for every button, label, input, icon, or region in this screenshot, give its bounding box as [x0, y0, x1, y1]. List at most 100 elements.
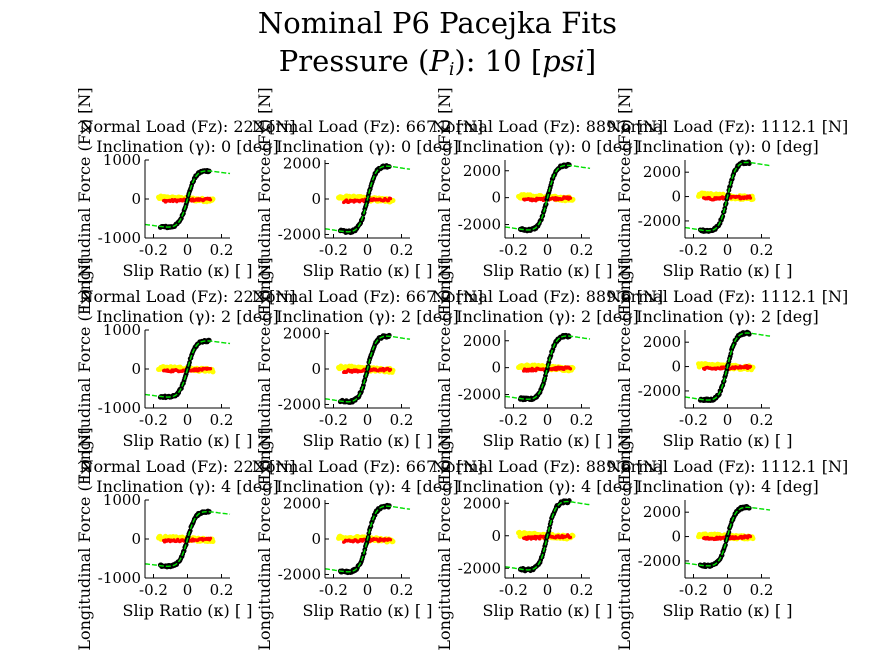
y-tick-label: -2000 [638, 382, 681, 400]
subplot-2-1: Normal Load (Fz): 222 [N]Inclination (γ)… [75, 257, 295, 480]
x-tick-label: 0 [183, 241, 193, 259]
subplot-title-load: Normal Load (Fz): 222 [N] [80, 117, 296, 136]
y-axis-label: Longitudinal Force (Fx) [N] [435, 427, 454, 650]
y-tick-label: 1000 [103, 321, 141, 339]
x-axis-label: Slip Ratio (κ) [ ] [483, 261, 613, 280]
data-point-red [748, 364, 753, 369]
data-point-red [568, 196, 573, 200]
x-tick-label: 0 [363, 241, 373, 259]
y-tick-label: 1000 [103, 491, 141, 509]
x-tick-label: -0.2 [139, 411, 168, 429]
subplot-title-inclination: Inclination (γ): 2 [deg] [636, 307, 818, 326]
y-tick-label: 2000 [283, 155, 321, 173]
data-point-red [208, 366, 213, 371]
y-tick-label: 2000 [643, 163, 681, 181]
x-axis-label: Slip Ratio (κ) [ ] [663, 261, 793, 280]
x-axis-label: Slip Ratio (κ) [ ] [663, 431, 793, 450]
data-point-measured [724, 367, 730, 373]
series-fit-line [684, 506, 771, 567]
y-tick-label: 1000 [103, 151, 141, 169]
subplot-title-load: Normal Load (Fz): 1112.1 [N] [607, 117, 848, 136]
series-fit-line [684, 161, 771, 232]
subplot-3-3: Normal Load (Fz): 889.6 [N]Inclination (… [432, 427, 663, 650]
series-fit-line [144, 340, 231, 398]
x-tick-label: -0.2 [499, 581, 528, 599]
subplot-2-3: Normal Load (Fz): 889.6 [N]Inclination (… [432, 257, 663, 480]
x-tick-label: 0.2 [390, 241, 414, 259]
y-tick-label: 0 [491, 189, 501, 207]
series-fit-line [324, 165, 411, 233]
x-tick-label: -0.2 [499, 411, 528, 429]
data-point-red [388, 196, 393, 201]
series-lateral-red [162, 536, 213, 544]
y-tick-label: -2000 [458, 386, 501, 404]
x-axis-label: Slip Ratio (κ) [ ] [123, 601, 253, 620]
y-tick-label: 2000 [643, 333, 681, 351]
data-point-yellow [210, 538, 216, 545]
y-tick-label: -2000 [458, 559, 501, 577]
y-axis-label: Longitudinal Force (Fx) [N] [255, 257, 274, 480]
subplot-title-load: Normal Load (Fz): 222 [N] [80, 457, 296, 476]
subplot-title-inclination: Inclination (γ): 4 [deg] [456, 477, 638, 496]
y-axis-label: Longitudinal Force (Fx) [N] [255, 427, 274, 650]
y-tick-label: -2000 [278, 565, 321, 583]
subplot-3-2: Normal Load (Fz): 667.2 [N]Inclination (… [252, 427, 483, 650]
data-point-measured [719, 552, 725, 558]
x-axis-label: Slip Ratio (κ) [ ] [663, 601, 793, 620]
subplot-title-load: Normal Load (Fz): 667.2 [N] [252, 117, 483, 136]
y-tick-label: 0 [131, 190, 141, 208]
subplot-3-4: Normal Load (Fz): 1112.1 [N]Inclination … [607, 427, 848, 650]
series-fit-line [144, 511, 231, 567]
x-tick-label: -0.2 [499, 241, 528, 259]
y-tick-label: 0 [671, 188, 681, 206]
data-point-red [568, 367, 573, 371]
subplot-title-load: Normal Load (Fz): 222 [N] [80, 287, 296, 306]
x-tick-label: 0.2 [750, 411, 774, 429]
subplot-title-load: Normal Load (Fz): 1112.1 [N] [607, 287, 848, 306]
subplot-title-inclination: Inclination (γ): 0 [deg] [96, 137, 278, 156]
series-fit-line [504, 164, 591, 231]
x-axis-label: Slip Ratio (κ) [ ] [303, 261, 433, 280]
data-point-red [568, 535, 573, 540]
subplot-1-3: Normal Load (Fz): 889.6 [N] Inclination (… [432, 87, 663, 310]
subplot-3-1: Normal Load (Fz): 222 [N]Inclination (γ)… [75, 427, 295, 650]
subplot-title-inclination: Inclination (γ): 0 [deg] [456, 137, 638, 156]
x-tick-label: 0.2 [750, 581, 774, 599]
y-axis-label: Longitudinal Force (Fx) [N] [615, 87, 634, 310]
y-tick-label: -1000 [98, 229, 141, 247]
y-tick-label: 2000 [283, 495, 321, 513]
series-fit-line [324, 335, 411, 403]
y-tick-label: 2000 [463, 332, 501, 350]
y-axis-label: Longitudinal Force (Fx) [N] [255, 87, 274, 310]
series-fit-line [684, 332, 771, 401]
y-tick-label: 0 [671, 358, 681, 376]
x-tick-label: 0 [183, 411, 193, 429]
subplot-title-load: Normal Load (Fz): 889.6 [N] [432, 287, 663, 306]
y-tick-label: 0 [311, 190, 321, 208]
subplot-title-inclination: Inclination (γ): 0 [deg] [276, 137, 458, 156]
data-point-red [388, 367, 393, 372]
subplot-1-1: Normal Load (Fz): 222 [N]Inclination (γ)… [75, 87, 295, 310]
series-fit-line [504, 500, 591, 571]
y-tick-label: 2000 [283, 325, 321, 343]
y-axis-label: Longitudinal Force (Fx) [N] [75, 87, 94, 310]
y-tick-label: 0 [311, 360, 321, 378]
x-tick-label: 0.2 [390, 411, 414, 429]
x-tick-label: 0 [723, 411, 733, 429]
x-axis-label: Slip Ratio (κ) [ ] [483, 601, 613, 620]
series-fit-line [144, 170, 231, 228]
series-fit-line [324, 505, 411, 573]
data-point-red [748, 196, 753, 200]
y-tick-label: 2000 [463, 494, 501, 512]
subplot-title-load: Normal Load (Fz): 1112.1 [N] [607, 457, 848, 476]
y-tick-label: 2000 [643, 503, 681, 521]
x-tick-label: -0.2 [319, 241, 348, 259]
x-tick-label: 0.2 [570, 241, 594, 259]
x-tick-label: 0.2 [570, 411, 594, 429]
x-axis-label: Slip Ratio (κ) [ ] [303, 431, 433, 450]
x-tick-label: 0.2 [750, 241, 774, 259]
data-point-red [748, 534, 753, 539]
x-tick-label: -0.2 [679, 411, 708, 429]
series-fit-line [504, 335, 591, 401]
data-point-measured [546, 359, 552, 365]
